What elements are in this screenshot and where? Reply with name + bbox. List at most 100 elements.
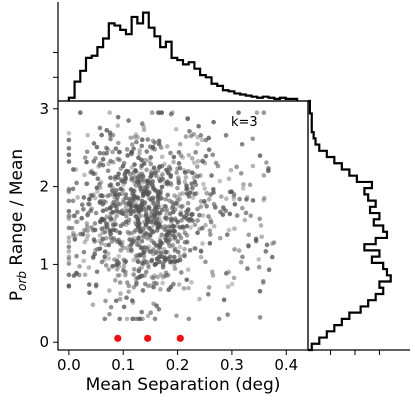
scatter-point [139, 309, 144, 315]
scatter-point [110, 149, 115, 155]
scatter-point [158, 250, 163, 255]
scatter-point [88, 192, 93, 198]
highlight-point [176, 334, 184, 342]
scatter-point [117, 280, 123, 285]
scatter-point [151, 284, 156, 290]
scatter-point [141, 127, 147, 133]
scatter-point [192, 191, 198, 197]
scatter-point [131, 267, 137, 272]
scatter-point [164, 216, 169, 222]
scatter-point [113, 174, 118, 180]
y-tick-label: 1 [39, 255, 49, 273]
scatter-point [151, 246, 156, 252]
scatter-point [131, 239, 137, 245]
scatter-point [262, 195, 267, 201]
scatter-point [93, 210, 99, 216]
scatter-point [70, 198, 76, 204]
scatter-point [99, 226, 105, 232]
scatter-point [127, 196, 132, 202]
scatter-point [155, 202, 161, 207]
scatter-point [204, 190, 210, 196]
scatter-point [150, 138, 156, 144]
scatter-point [107, 130, 113, 135]
scatter-point [238, 171, 244, 176]
scatter-point [156, 176, 162, 182]
scatter-point [149, 228, 154, 234]
scatter-point [129, 142, 135, 147]
scatter-point [102, 229, 108, 235]
scatter-point [125, 201, 131, 207]
highlight-point [114, 334, 122, 342]
scatter-point [90, 302, 96, 308]
scatter-point [120, 163, 126, 169]
scatter-point [239, 142, 245, 147]
scatter-point [259, 234, 265, 240]
scatter-point [160, 280, 165, 286]
scatter-point [156, 138, 162, 144]
scatter-point [177, 141, 183, 147]
scatter-point [99, 259, 105, 265]
scatter-point [66, 186, 72, 192]
scatter-point [224, 232, 230, 238]
scatter-point [183, 186, 189, 192]
scatter-point [223, 271, 229, 276]
scatter-point [147, 190, 152, 195]
scatter-point [84, 224, 90, 230]
scatter-point [200, 159, 205, 164]
scatter-point [69, 225, 75, 231]
scatter-point [140, 273, 145, 279]
scatter-point [146, 195, 152, 201]
scatter-point [168, 216, 174, 221]
scatter-point [97, 181, 102, 187]
scatter-point [146, 158, 152, 164]
scatter-point [170, 258, 175, 264]
scatter-point [159, 163, 165, 169]
scatter-point [114, 267, 120, 272]
scatter-point [123, 205, 129, 210]
scatter-point [106, 161, 111, 167]
scatter-point [215, 163, 221, 169]
scatter-point [185, 200, 191, 206]
scatter-point [66, 137, 72, 143]
scatter-point [117, 157, 122, 163]
scatter-point [142, 200, 148, 205]
scatter-point [147, 249, 153, 255]
scatter-point [103, 242, 108, 248]
scatter-point [199, 137, 205, 143]
scatter-point [117, 230, 123, 236]
scatter-point [93, 282, 99, 287]
scatter-point [163, 249, 169, 255]
scatter-point [106, 242, 112, 248]
scatter-point [148, 155, 154, 160]
scatter-point [141, 234, 147, 240]
scatter-point [182, 252, 187, 257]
scatter-point [120, 211, 126, 217]
scatter-point [123, 176, 128, 182]
scatter-point [133, 183, 139, 189]
scatter-point [258, 223, 264, 228]
x-tick-label: 0.2 [166, 356, 190, 374]
scatter-point [118, 223, 124, 229]
scatter-point [152, 213, 158, 219]
scatter-point [123, 272, 128, 278]
scatter-point [108, 136, 113, 142]
scatter-point [206, 214, 211, 219]
scatter-point [171, 154, 177, 160]
scatter-point [140, 288, 146, 293]
y-tick-label: 0 [39, 333, 49, 351]
scatter-point [241, 182, 246, 187]
scatter-point [145, 216, 151, 222]
scatter-point [102, 316, 108, 322]
scatter-point [91, 237, 97, 242]
scatter-point [84, 149, 90, 155]
scatter-point [136, 213, 142, 219]
scatter-point [115, 273, 121, 278]
scatter-point [186, 285, 191, 291]
scatter-point [139, 163, 144, 168]
scatter-point [98, 161, 103, 166]
scatter-point [254, 110, 260, 115]
scatter-point [250, 198, 256, 203]
scatter-point [82, 239, 88, 245]
scatter-point [220, 205, 226, 210]
